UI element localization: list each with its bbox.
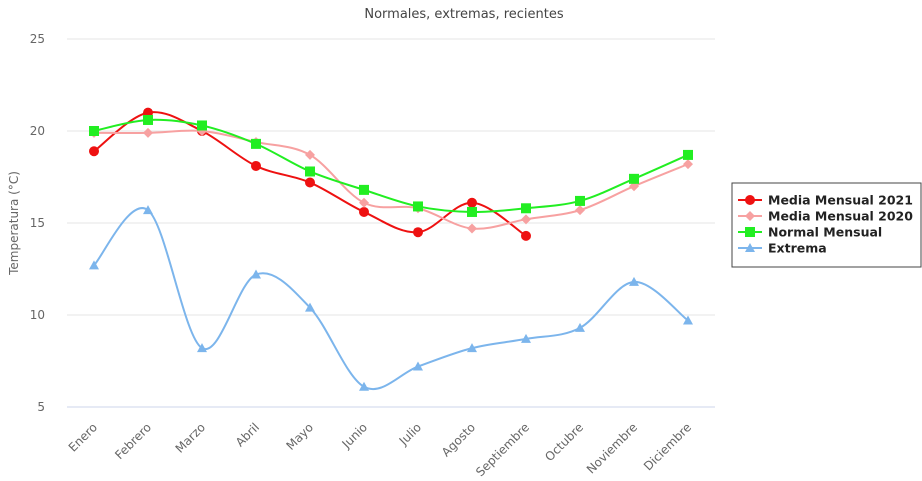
x-tick-label: Septiembre [473, 420, 532, 479]
x-tick-label: Junio [339, 420, 370, 451]
point [467, 343, 477, 353]
legend-label: Media Mensual 2020 [768, 209, 913, 224]
legend-label: Normal Mensual [768, 225, 882, 240]
point [413, 227, 423, 238]
point [575, 205, 585, 216]
chart-title: Normales, extremas, recientes [364, 7, 564, 22]
point [683, 315, 693, 325]
x-tick-label: Mayo [283, 420, 316, 453]
point [467, 223, 477, 234]
x-tick-label: Marzo [173, 420, 209, 456]
legend-box [731, 182, 922, 268]
point [629, 276, 639, 286]
legend-marker [745, 227, 755, 237]
point [89, 126, 99, 136]
y-tick-label: 15 [30, 216, 45, 230]
y-axis-label: Temperatura (°C) [7, 171, 21, 276]
y-tick-label: 5 [37, 400, 45, 414]
legend-label: Media Mensual 2021 [768, 193, 913, 208]
point [521, 333, 531, 343]
point [629, 173, 639, 184]
point [575, 322, 585, 332]
x-tick-label: Diciembre [641, 420, 694, 473]
point [197, 343, 207, 353]
point [89, 146, 99, 157]
point [575, 195, 585, 206]
point [521, 203, 531, 214]
x-tick-label: Julio [396, 420, 424, 448]
series-line [93, 118, 689, 213]
point [305, 302, 315, 312]
point [251, 269, 261, 279]
point [359, 197, 369, 208]
point [143, 114, 153, 125]
point [143, 205, 153, 215]
y-tick-label: 10 [30, 308, 45, 322]
point [251, 138, 261, 149]
point [467, 197, 477, 208]
point [683, 159, 693, 170]
point [305, 166, 315, 177]
legend-label: Extrema [768, 241, 827, 256]
point [521, 214, 531, 225]
point [89, 260, 99, 270]
y-tick-label: 20 [30, 124, 45, 138]
x-tick-label: Agosto [439, 420, 478, 459]
x-tick-label: Noviembre [584, 420, 640, 476]
y-tick-label: 25 [30, 32, 45, 46]
series-line [93, 129, 689, 230]
point [413, 361, 423, 371]
point [305, 149, 315, 160]
point [251, 160, 261, 171]
point [197, 120, 207, 131]
point [413, 201, 423, 212]
legend-marker [745, 243, 755, 252]
point [467, 206, 477, 217]
point [359, 206, 369, 217]
point [359, 381, 369, 391]
legend-marker [745, 195, 755, 205]
point [521, 230, 531, 241]
x-tick-label: Enero [66, 420, 100, 454]
x-tick-label: Abril [233, 420, 262, 449]
series-line [93, 207, 689, 390]
point [683, 149, 693, 160]
point [143, 127, 153, 138]
x-tick-label: Octubre [542, 420, 586, 464]
x-tick-label: Febrero [112, 420, 154, 462]
point [305, 177, 315, 188]
point [359, 184, 369, 195]
legend-marker [745, 211, 755, 221]
